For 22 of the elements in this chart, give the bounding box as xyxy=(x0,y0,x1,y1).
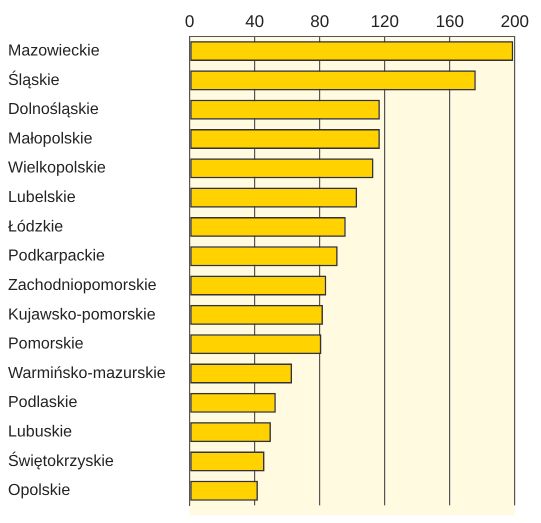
y-tick-label: Wielkopolskie xyxy=(8,160,106,177)
y-tick-label: Śląskie xyxy=(8,70,60,89)
x-tick-label: 120 xyxy=(370,12,399,31)
y-tick-label: Kujawsko-pomorskie xyxy=(8,306,156,324)
y-tick-label: Łódzkie xyxy=(8,218,64,236)
y-tick-label: Małopolskie xyxy=(8,130,93,148)
y-tick-label: Zachodniopomorskie xyxy=(8,276,157,294)
y-tick-label: Lubelskie xyxy=(8,189,76,206)
y-tick-label: Opolskie xyxy=(8,482,70,500)
y-tick-label: Pomorskie xyxy=(8,336,84,353)
y-tick-label: Warmińsko-mazurskie xyxy=(8,364,166,382)
y-tick-label: Dolnośląskie xyxy=(8,101,99,118)
y-tick-label: Mazowieckie xyxy=(8,42,100,60)
y-tick-label: Lubuskie xyxy=(8,424,72,441)
x-tick-label: 0 xyxy=(184,12,194,31)
x-tick-label: 160 xyxy=(436,12,464,31)
x-tick-label: 80 xyxy=(310,12,330,31)
y-tick-label: Świętokrzyskie xyxy=(8,450,114,470)
y-tick-label: Podlaskie xyxy=(8,394,78,412)
y-tick-label: Podkarpackie xyxy=(8,248,106,265)
x-tick-label: 40 xyxy=(245,12,264,31)
x-tick-label: 200 xyxy=(500,12,530,31)
